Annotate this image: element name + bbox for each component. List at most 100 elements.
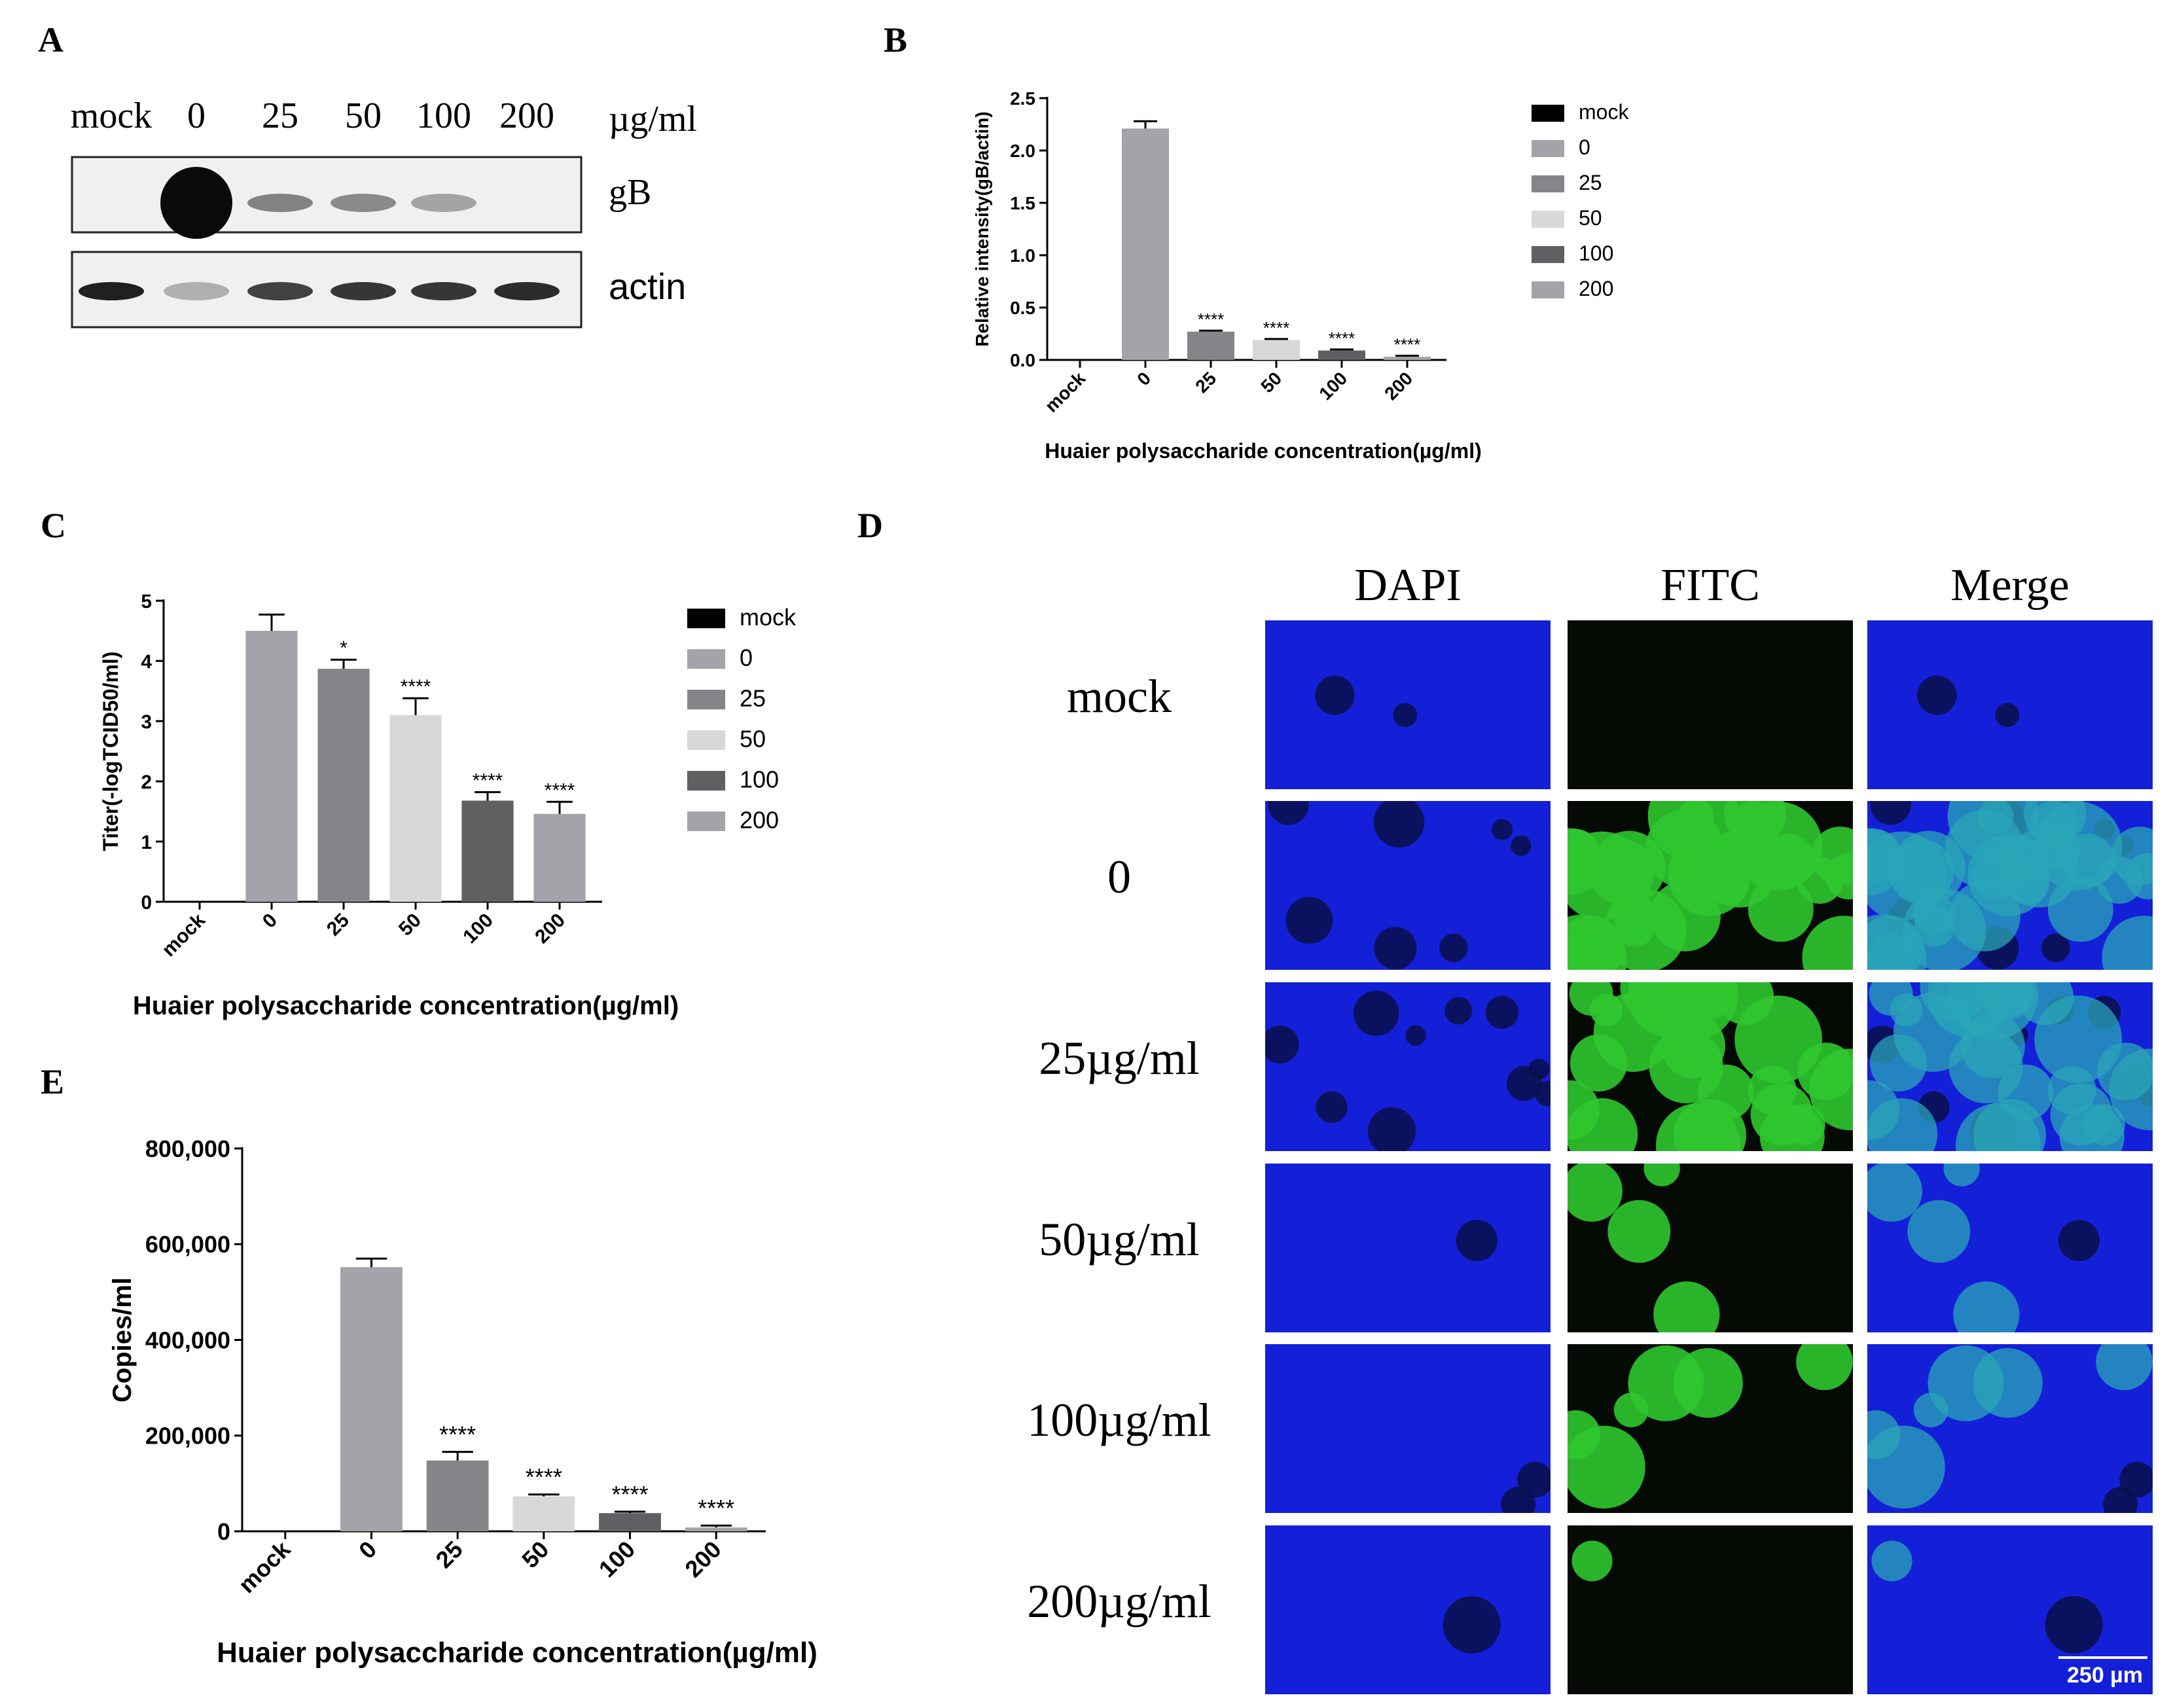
- legend-swatch: [1532, 246, 1564, 263]
- micrograph-merge: [1867, 620, 2153, 789]
- infected-cell-cluster: [1998, 1064, 2054, 1120]
- legend-label: 100: [1579, 241, 1613, 265]
- infected-cell-cluster: [1592, 830, 1666, 904]
- dark-region: [1870, 801, 1911, 825]
- dark-region: [1511, 835, 1532, 856]
- bar: [1318, 350, 1365, 360]
- infected-cell-cluster: [1973, 1348, 2043, 1418]
- y-tick-label: 4: [141, 651, 152, 673]
- x-tick-label: 50: [1257, 368, 1285, 397]
- micrograph-dapi: [1265, 620, 1551, 789]
- x-tick-label: 100: [1315, 368, 1351, 404]
- legend-swatch: [687, 609, 725, 628]
- infected-cell-cluster: [1568, 828, 1604, 896]
- x-axis-title: Huaier polysaccharide concentration(µg/m…: [1045, 439, 1481, 463]
- unit-label: µg/ml: [609, 99, 697, 139]
- legend-label: mock: [740, 604, 797, 631]
- legend-swatch: [1532, 281, 1564, 298]
- blot-band: [164, 282, 229, 300]
- blot-band: [331, 282, 396, 300]
- dark-region: [1315, 675, 1355, 715]
- dark-region: [1353, 990, 1399, 1037]
- micrograph-canvas: [1568, 620, 1853, 789]
- infected-cell-cluster: [1648, 982, 1738, 1041]
- bar: [533, 813, 586, 902]
- legend-label: 100: [740, 766, 779, 793]
- y-tick-label: 1.0: [1010, 245, 1035, 266]
- blot-band: [411, 282, 476, 300]
- bar: [461, 800, 514, 902]
- dark-region: [1268, 801, 1309, 825]
- significance-label: ****: [526, 1464, 562, 1491]
- infected-cell-cluster: [1568, 934, 1614, 970]
- infected-cell-cluster: [2047, 876, 2113, 942]
- lane-label: 25: [262, 96, 298, 136]
- lane-label: 0: [187, 96, 206, 136]
- row-label: 50µg/ml: [1039, 1213, 1200, 1266]
- dark-region: [1373, 801, 1425, 848]
- micrograph-dapi: [1265, 801, 1551, 970]
- lane-label: mock: [71, 96, 152, 136]
- dark-region: [1374, 927, 1417, 970]
- band-label: gB: [609, 172, 651, 213]
- micrograph-fitc: [1568, 1525, 1853, 1694]
- y-tick-label: 1: [141, 832, 152, 853]
- y-tick-label: 200,000: [145, 1423, 230, 1450]
- dark-region: [1517, 1461, 1551, 1498]
- y-tick-label: 1.5: [1010, 193, 1035, 213]
- micrograph-canvas: [1265, 982, 1551, 1151]
- micrograph-background: [1265, 1344, 1551, 1513]
- dark-region: [2045, 1595, 2103, 1654]
- lane-label: 100: [416, 96, 471, 136]
- panel-label-d: D: [857, 506, 883, 545]
- lane-label: 200: [499, 96, 554, 136]
- panel-label-c: C: [41, 506, 66, 545]
- legend-label: 25: [740, 685, 766, 712]
- legend-swatch: [1532, 140, 1564, 157]
- infected-cell-cluster: [1568, 1164, 1623, 1222]
- micrograph-merge: [1867, 1344, 2153, 1513]
- dark-region: [1265, 1025, 1299, 1064]
- micrograph-background: [1265, 1525, 1551, 1694]
- legend-label: mock: [1579, 100, 1629, 124]
- infected-cell-cluster: [1867, 1410, 1901, 1460]
- dark-region: [2058, 1220, 2100, 1262]
- micrograph-canvas: [1867, 982, 2153, 1151]
- dark-region: [1444, 997, 1473, 1025]
- blot-band: [79, 282, 144, 300]
- legend-label: 200: [740, 807, 779, 834]
- x-tick-label: 25: [323, 910, 353, 940]
- micrograph-canvas: [1265, 1164, 1551, 1332]
- infected-cell-cluster: [1943, 1164, 1980, 1186]
- infected-cell-cluster: [1733, 801, 1823, 891]
- legend-label: 50: [1579, 206, 1602, 230]
- legend-swatch: [1532, 175, 1564, 192]
- significance-label: ****: [545, 779, 575, 801]
- significance-label: *: [340, 637, 348, 659]
- infected-cell-cluster: [1673, 1348, 1743, 1418]
- panel-label-a: A: [38, 20, 63, 60]
- micrograph-merge: [1867, 982, 2153, 1151]
- infected-cell-cluster: [1571, 1540, 1613, 1582]
- infected-cell-cluster: [1569, 982, 1613, 1016]
- infected-cell-cluster: [1698, 1064, 1754, 1120]
- blot-box: [71, 156, 583, 234]
- micrograph-fitc: [1568, 982, 1853, 1151]
- micrograph-merge: [1867, 1525, 2153, 1694]
- infected-cell-cluster: [1867, 1164, 1922, 1222]
- blot-band: [494, 282, 560, 300]
- x-axis-title: Huaier polysaccharide concentration(µg/m…: [133, 991, 679, 1020]
- infected-cell-cluster: [1869, 982, 1913, 1016]
- legend-label: 0: [740, 645, 753, 671]
- x-tick-label: 25: [1191, 368, 1220, 397]
- infected-cell-cluster: [1867, 828, 1903, 896]
- bar: [599, 1513, 661, 1531]
- micrograph-fitc: [1568, 1344, 1853, 1513]
- y-tick-label: 400,000: [145, 1326, 230, 1353]
- panel-label-b: B: [884, 20, 908, 60]
- micrograph-background: [1265, 1164, 1551, 1332]
- y-tick-label: 0.0: [1010, 350, 1035, 370]
- dark-region: [1439, 933, 1468, 963]
- y-axis-title: Titer(-logTCID50/ml): [99, 651, 122, 851]
- x-tick-label: 0: [1133, 368, 1155, 389]
